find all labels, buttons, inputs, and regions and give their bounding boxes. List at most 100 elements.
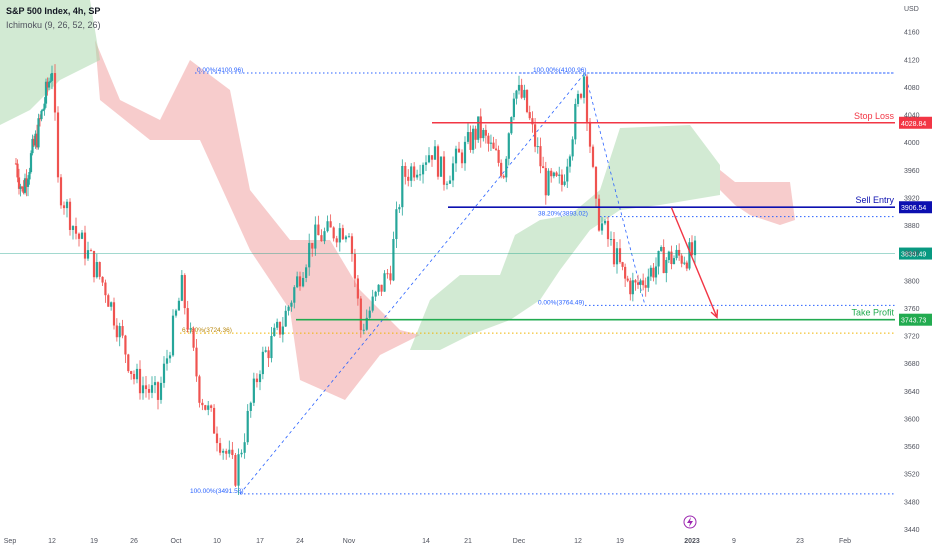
candle-body	[14, 163, 18, 165]
candle-body	[246, 410, 249, 443]
candle-body	[234, 455, 237, 486]
candle-body	[675, 249, 678, 259]
candle-body	[98, 262, 101, 277]
candle-body	[130, 371, 133, 374]
candle-body	[171, 315, 175, 356]
stop-loss-price-tag	[899, 116, 932, 129]
candle-body	[56, 112, 60, 178]
x-tick-label: Dec	[513, 538, 526, 545]
candle-body	[231, 449, 234, 456]
candle-body	[424, 162, 428, 165]
candle-body	[293, 287, 296, 303]
candle-body	[132, 373, 136, 380]
candle-body	[135, 368, 139, 380]
indicator-label[interactable]: Ichimoku (9, 26, 52, 26)	[6, 20, 101, 30]
candle-body	[536, 146, 539, 148]
candle-body	[497, 149, 500, 163]
candle-body	[594, 166, 598, 199]
x-tick-label: Oct	[171, 538, 182, 545]
x-tick-label: 17	[256, 538, 264, 545]
candle-body	[487, 135, 490, 144]
candle-body	[407, 176, 410, 181]
fib-label: 38.20%(3893.02)	[538, 211, 588, 218]
candle-body	[180, 275, 183, 301]
candle-body	[685, 262, 688, 269]
trade-levels[interactable]: Stop Loss 4028.84 Sell Entry 3906.54 Take Pr…	[0, 111, 932, 326]
candle-body	[264, 350, 267, 352]
x-tick-label: 12	[574, 538, 582, 545]
candle-body	[670, 251, 673, 265]
forecast-arrow	[670, 207, 718, 318]
candle-body	[693, 240, 697, 256]
candle-body	[189, 328, 192, 330]
candle-body	[654, 266, 658, 278]
candle-body	[550, 170, 553, 177]
candle-body	[34, 133, 37, 146]
candle-body	[533, 124, 537, 147]
candle-body	[531, 118, 534, 125]
take-profit-price-tag	[899, 313, 932, 326]
candle-body	[563, 181, 566, 185]
sell-entry-price: 3906.54	[901, 205, 926, 212]
bear-cloud-2	[720, 170, 795, 225]
chart-legend: S&P 500 Index, 4h, SP Ichimoku (9, 26, 5…	[6, 4, 101, 32]
fib-trendline-up	[239, 72, 586, 495]
candle-body	[80, 232, 84, 239]
candle-body	[430, 155, 434, 160]
candle-body	[368, 310, 371, 318]
y-tick-label: 4120	[904, 57, 920, 64]
y-tick-label: 3760	[904, 306, 920, 313]
candle-body	[301, 277, 305, 287]
candle-body	[386, 273, 389, 275]
candle-body	[222, 450, 225, 453]
candle-body	[451, 163, 455, 181]
candle-body	[416, 174, 419, 178]
candle-body	[281, 326, 284, 335]
candle-body	[615, 248, 619, 265]
candle-body	[35, 133, 39, 148]
candle-body	[466, 132, 470, 142]
y-tick-label: 3800	[904, 278, 920, 285]
candle-body	[439, 156, 443, 177]
candle-body	[636, 282, 640, 285]
candle-body	[174, 310, 178, 316]
candle-body	[688, 242, 691, 269]
y-tick-label: 3880	[904, 223, 920, 230]
symbol-title[interactable]: S&P 500 Index, 4h, SP	[6, 6, 101, 16]
last-price-value: 3839.49	[901, 252, 926, 259]
candle-body	[377, 284, 380, 292]
candle-body	[544, 168, 547, 196]
candle-body	[474, 128, 477, 140]
x-tick-label: 9	[732, 538, 736, 545]
candle-body	[308, 242, 311, 268]
x-tick-label: Nov	[343, 538, 356, 545]
candle-body	[19, 186, 22, 189]
candle-body	[690, 242, 694, 256]
fib-label: 0.00%(4100.96)	[197, 67, 243, 74]
candle-body	[290, 302, 293, 307]
x-tick-label: 21	[464, 538, 472, 545]
candle-body	[198, 376, 201, 403]
candle-body	[344, 236, 348, 240]
candle-body	[296, 276, 299, 288]
candle-body	[413, 166, 416, 178]
candle-body	[427, 155, 431, 163]
candle-body	[95, 262, 98, 278]
x-tick-label: 10	[213, 538, 221, 545]
take-profit-price: 3743.73	[901, 318, 926, 325]
candle-body	[147, 389, 151, 393]
candle-body	[600, 223, 604, 231]
candle-body	[626, 278, 629, 281]
candle-body	[552, 172, 555, 177]
candle-body	[168, 355, 172, 359]
candle-body	[649, 267, 652, 277]
candle-body	[210, 405, 213, 408]
candle-body	[225, 450, 228, 454]
bull-cloud-1	[410, 125, 720, 350]
candle-body	[20, 186, 24, 188]
candle-body	[642, 280, 645, 286]
y-tick-label: 3480	[904, 499, 920, 506]
candle-body	[62, 205, 66, 209]
